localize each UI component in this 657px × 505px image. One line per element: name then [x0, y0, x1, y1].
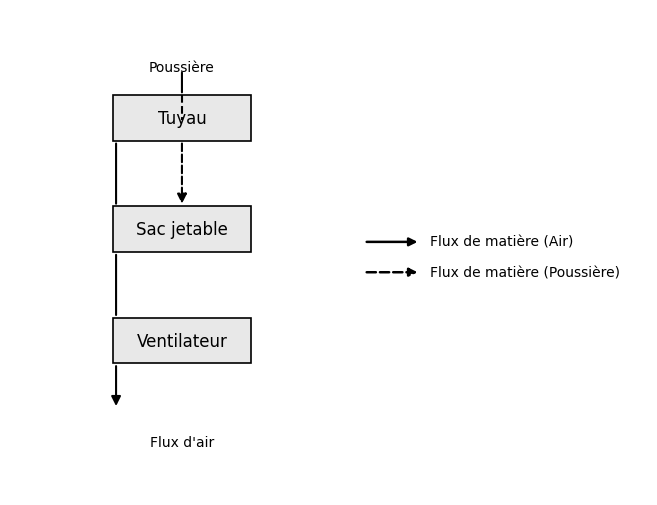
Text: Tuyau: Tuyau: [158, 110, 206, 128]
Text: Sac jetable: Sac jetable: [136, 221, 228, 239]
FancyBboxPatch shape: [113, 96, 251, 141]
Text: Flux d'air: Flux d'air: [150, 435, 214, 449]
Text: Poussière: Poussière: [149, 61, 215, 75]
Text: Ventilateur: Ventilateur: [137, 332, 227, 350]
Text: Flux de matière (Poussière): Flux de matière (Poussière): [430, 266, 620, 280]
FancyBboxPatch shape: [113, 318, 251, 364]
FancyBboxPatch shape: [113, 207, 251, 252]
Text: Flux de matière (Air): Flux de matière (Air): [430, 235, 573, 249]
